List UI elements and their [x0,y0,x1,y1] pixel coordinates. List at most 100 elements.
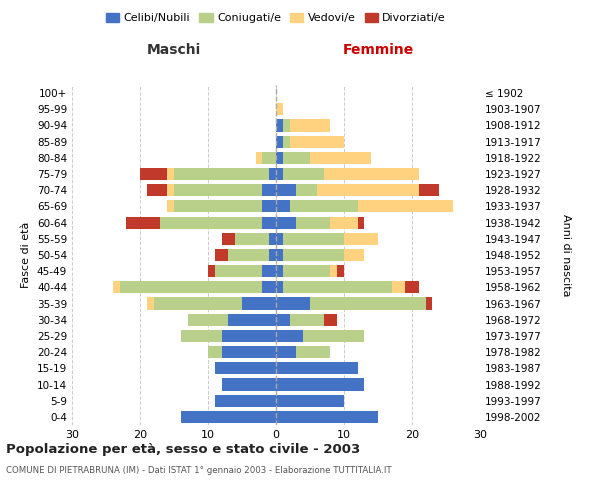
Bar [344,232,378,245]
Bar [276,394,344,407]
Bar [276,362,358,374]
Bar [221,232,235,245]
Text: Maschi: Maschi [147,44,201,58]
Bar [174,168,269,180]
Y-axis label: Anni di nascita: Anni di nascita [561,214,571,296]
Bar [405,282,419,294]
Bar [358,200,453,212]
Bar [276,249,283,261]
Bar [167,200,174,212]
Bar [303,330,364,342]
Bar [181,330,221,342]
Bar [188,314,229,326]
Bar [276,265,283,278]
Bar [290,136,344,147]
Bar [229,249,269,261]
Bar [296,184,317,196]
Bar [276,184,296,196]
Bar [208,346,221,358]
Bar [127,216,160,228]
Bar [283,120,290,132]
Bar [215,249,229,261]
Bar [331,216,358,228]
Bar [283,282,392,294]
Bar [269,232,276,245]
Bar [323,314,337,326]
Bar [262,152,276,164]
Bar [310,152,371,164]
Bar [337,265,344,278]
Bar [296,346,331,358]
Bar [276,136,283,147]
Text: Popolazione per età, sesso e stato civile - 2003: Popolazione per età, sesso e stato civil… [6,442,360,456]
Bar [221,330,276,342]
Bar [147,298,154,310]
Bar [262,282,276,294]
Bar [181,411,276,423]
Bar [262,265,276,278]
Bar [140,168,167,180]
Bar [419,184,439,196]
Bar [276,298,310,310]
Bar [160,216,262,228]
Bar [269,249,276,261]
Bar [147,184,167,196]
Bar [235,232,269,245]
Bar [154,298,242,310]
Bar [262,216,276,228]
Text: COMUNE DI PIETRABRUNA (IM) - Dati ISTAT 1° gennaio 2003 - Elaborazione TUTTITALI: COMUNE DI PIETRABRUNA (IM) - Dati ISTAT … [6,466,392,475]
Bar [276,232,283,245]
Bar [283,265,331,278]
Bar [276,103,283,116]
Bar [283,232,344,245]
Bar [283,168,323,180]
Bar [242,298,276,310]
Bar [276,216,296,228]
Bar [290,120,331,132]
Bar [167,184,174,196]
Legend: Celibi/Nubili, Coniugati/e, Vedovi/e, Divorziati/e: Celibi/Nubili, Coniugati/e, Vedovi/e, Di… [101,8,451,28]
Bar [215,362,276,374]
Bar [276,152,283,164]
Bar [276,330,303,342]
Bar [276,378,364,390]
Bar [167,168,174,180]
Bar [262,200,276,212]
Bar [283,249,344,261]
Bar [358,216,364,228]
Bar [221,378,276,390]
Bar [290,200,358,212]
Bar [296,216,331,228]
Bar [392,282,405,294]
Bar [276,168,283,180]
Bar [310,298,425,310]
Bar [283,152,310,164]
Bar [317,184,419,196]
Bar [331,265,337,278]
Bar [425,298,433,310]
Bar [269,168,276,180]
Bar [208,265,215,278]
Bar [344,249,364,261]
Bar [215,265,262,278]
Bar [323,168,419,180]
Bar [174,200,262,212]
Bar [283,136,290,147]
Bar [229,314,276,326]
Bar [174,184,262,196]
Bar [221,346,276,358]
Bar [276,200,290,212]
Bar [276,346,296,358]
Bar [276,314,290,326]
Bar [113,282,119,294]
Bar [262,184,276,196]
Bar [276,282,283,294]
Bar [276,411,378,423]
Bar [276,120,283,132]
Bar [290,314,323,326]
Bar [215,394,276,407]
Bar [119,282,262,294]
Text: Femmine: Femmine [343,44,413,58]
Y-axis label: Fasce di età: Fasce di età [22,222,31,288]
Bar [256,152,262,164]
